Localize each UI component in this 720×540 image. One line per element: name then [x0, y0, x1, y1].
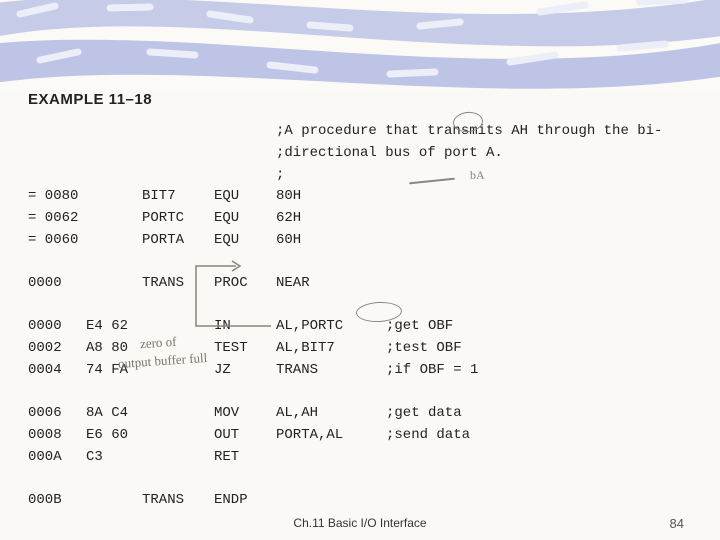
banner-svg — [0, 0, 720, 90]
slide-footer: Ch.11 Basic I/O Interface 84 — [0, 516, 720, 530]
equ-row: = 0062 PORTCEQU62H — [28, 208, 692, 230]
example-label: EXAMPLE 11–18 — [28, 88, 692, 111]
code-row: 000BTRANSENDP — [28, 490, 692, 512]
equ-row: = 0080 BIT7EQU80H — [28, 186, 692, 208]
listing-content: EXAMPLE 11–18 ;A procedure that transmit… — [28, 88, 692, 512]
comment-line: ;A procedure that transmits AH through t… — [28, 121, 692, 143]
annot-zero-of: zero of — [140, 335, 177, 352]
equ-row: = 0060 PORTAEQU60H — [28, 230, 692, 252]
footer-page-number: 84 — [670, 516, 684, 531]
blank-row — [28, 468, 692, 490]
annot-connector — [176, 258, 286, 338]
decorative-banner — [0, 0, 720, 90]
comment-line: ;directional bus of port A. — [28, 143, 692, 165]
annot-scribble-ba: bA — [470, 168, 485, 183]
code-row: 000AC3RET — [28, 447, 692, 469]
code-row: 0000TRANSPROCNEAR — [28, 273, 692, 295]
code-row: 0008E6 60OUTPORTA,AL;send data — [28, 425, 692, 447]
code-row: 00068A C4MOVAL,AH;get data — [28, 403, 692, 425]
blank-row — [28, 382, 692, 404]
code-row: 0000E4 62INAL,PORTC;get OBF — [28, 316, 692, 338]
blank-row — [28, 251, 692, 273]
comment-line: ; — [28, 165, 692, 187]
footer-title: Ch.11 Basic I/O Interface — [0, 516, 720, 530]
